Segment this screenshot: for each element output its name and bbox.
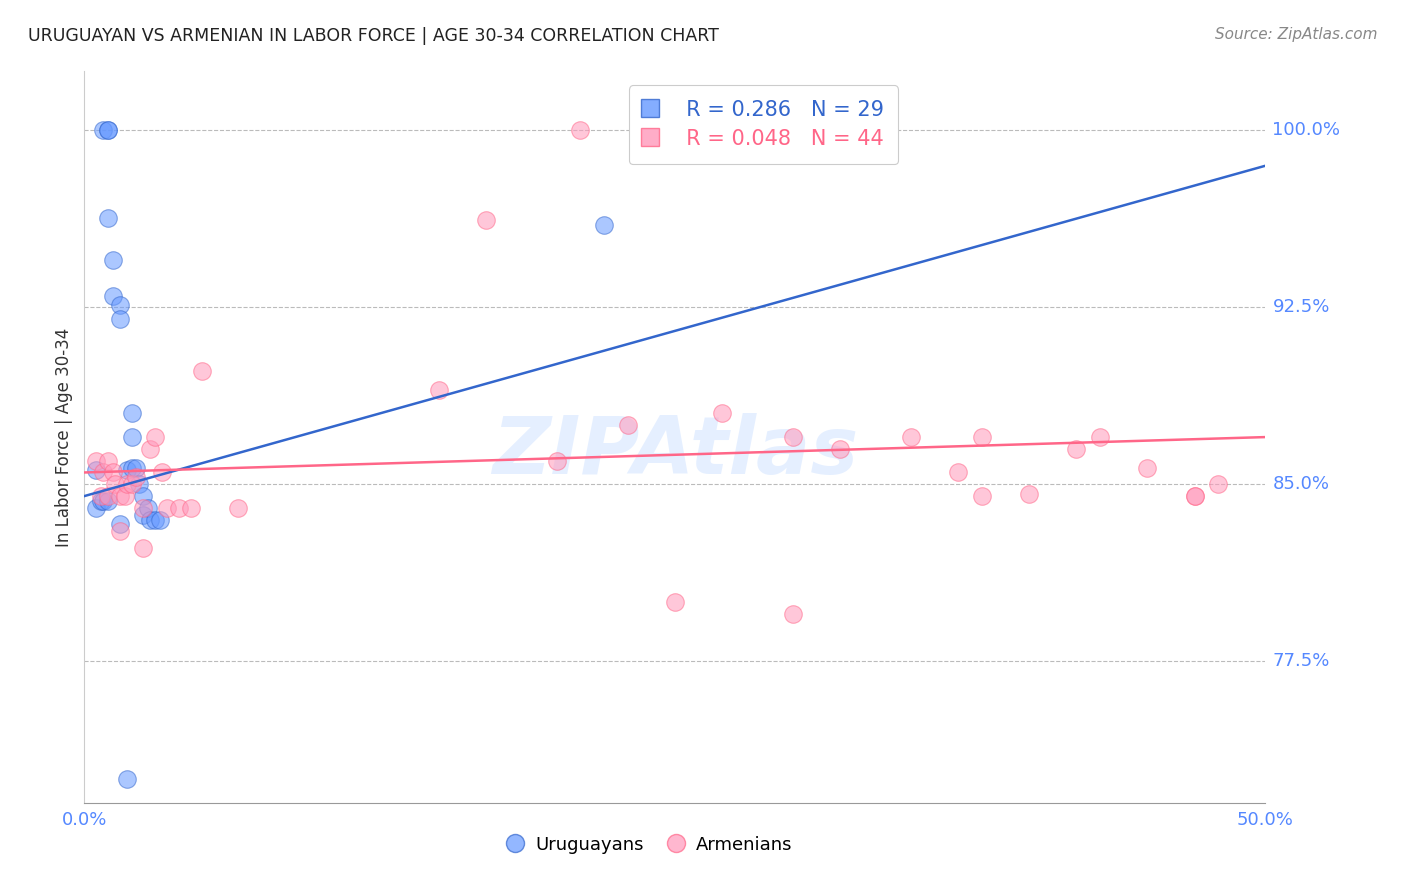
Point [970,430,993,444]
Point [125,460,148,475]
Point [108,524,131,539]
Point [97,123,120,137]
Point [156,500,179,515]
Point [139,442,162,456]
Point [132,489,155,503]
Point [101,466,124,480]
Point [900,430,922,444]
Point [143,430,166,444]
Point [180,500,202,515]
Point [115,463,138,477]
Point [108,312,131,326]
Point [830,442,852,456]
Point [115,477,138,491]
Y-axis label: In Labor Force | Age 30-34: In Labor Force | Age 30-34 [55,327,73,547]
Point [593,218,616,232]
Point [115,772,138,787]
Point [121,407,143,421]
Point [84,453,107,467]
Text: 85.0%: 85.0% [1272,475,1330,493]
Point [1136,460,1159,475]
Point [125,470,148,484]
Point [108,517,131,532]
Point [948,466,970,480]
Point [121,430,143,444]
Point [167,500,190,515]
Point [1066,442,1088,456]
Point [1184,489,1206,503]
Text: ZIPAtlas: ZIPAtlas [492,413,858,491]
Point [149,513,172,527]
Point [191,364,214,378]
Text: 92.5%: 92.5% [1272,298,1330,317]
Point [1088,430,1111,444]
Point [128,477,150,491]
Point [143,513,166,527]
Point [84,500,107,515]
Point [90,489,112,503]
Point [121,460,143,475]
Point [84,463,107,477]
Point [97,493,120,508]
Point [97,489,120,503]
Legend: Uruguayans, Armenians: Uruguayans, Armenians [501,827,801,863]
Point [101,253,124,268]
Point [1184,489,1206,503]
Point [97,123,120,137]
Point [616,418,638,433]
Point [546,453,568,467]
Point [101,288,124,302]
Point [1018,486,1040,500]
Point [108,489,131,503]
Text: Source: ZipAtlas.com: Source: ZipAtlas.com [1215,27,1378,42]
Point [711,407,734,421]
Point [132,508,155,522]
Point [132,541,155,555]
Point [427,383,450,397]
Point [91,466,114,480]
Point [90,493,112,508]
Point [114,489,136,503]
Point [139,513,162,527]
Point [475,213,498,227]
Point [108,298,131,312]
Text: 77.5%: 77.5% [1272,652,1330,670]
Text: URUGUAYAN VS ARMENIAN IN LABOR FORCE | AGE 30-34 CORRELATION CHART: URUGUAYAN VS ARMENIAN IN LABOR FORCE | A… [28,27,718,45]
Point [970,489,993,503]
Point [136,500,159,515]
Point [104,477,127,491]
Point [782,607,804,621]
Point [91,123,114,137]
Text: 100.0%: 100.0% [1272,121,1340,139]
Point [97,211,120,225]
Point [91,493,114,508]
Point [150,466,173,480]
Point [569,123,592,137]
Point [121,477,143,491]
Point [1206,477,1229,491]
Point [226,500,249,515]
Point [132,500,155,515]
Point [782,430,804,444]
Point [782,123,804,137]
Point [664,595,686,609]
Point [97,453,120,467]
